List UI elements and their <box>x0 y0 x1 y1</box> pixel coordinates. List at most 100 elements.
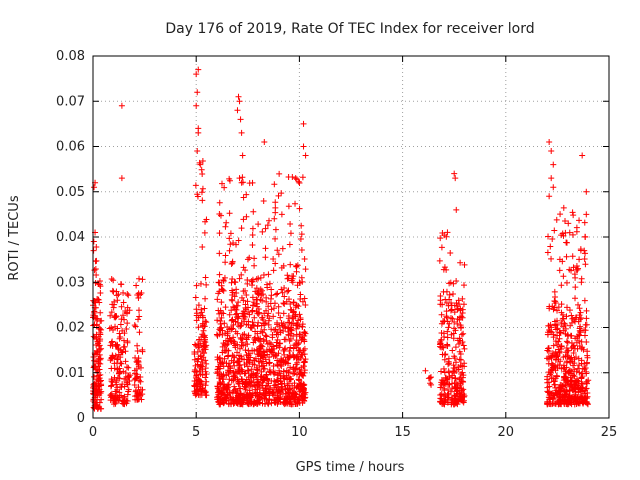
data-point <box>284 272 291 279</box>
data-point <box>262 254 269 261</box>
data-point <box>576 217 583 224</box>
data-point <box>441 318 448 325</box>
data-point <box>131 322 138 329</box>
data-point <box>257 274 264 281</box>
data-point <box>554 325 561 332</box>
data-point <box>276 170 283 177</box>
data-point <box>199 363 206 370</box>
data-point <box>446 320 453 327</box>
data-point <box>294 282 301 289</box>
x-tick-label: 5 <box>192 425 200 440</box>
data-point <box>298 222 305 229</box>
data-point <box>92 402 99 409</box>
data-point <box>229 297 236 304</box>
data-point <box>459 295 466 302</box>
data-point <box>233 399 240 406</box>
data-point <box>578 384 585 391</box>
data-point <box>565 333 572 340</box>
data-point <box>251 390 258 397</box>
data-point <box>198 189 205 196</box>
data-point <box>228 357 235 364</box>
data-point <box>218 389 225 396</box>
data-point <box>272 260 279 267</box>
data-point <box>560 232 567 239</box>
data-point <box>286 348 293 355</box>
data-point <box>214 332 221 339</box>
data-point <box>261 138 268 145</box>
data-point <box>445 368 452 375</box>
data-point <box>577 327 584 334</box>
data-point <box>223 387 230 394</box>
data-point <box>557 211 564 218</box>
data-point <box>197 161 204 168</box>
data-point <box>560 362 567 369</box>
data-point <box>120 337 127 344</box>
data-point <box>302 152 309 159</box>
data-point <box>249 294 256 301</box>
data-point <box>453 368 460 375</box>
data-point <box>271 300 278 307</box>
data-point <box>440 365 447 372</box>
y-tick-label: 0.02 <box>56 321 85 336</box>
data-point <box>263 347 270 354</box>
data-point <box>577 246 584 253</box>
data-point <box>251 357 258 364</box>
data-point <box>548 360 555 367</box>
data-point <box>275 303 282 310</box>
data-point <box>243 397 250 404</box>
data-point <box>274 321 281 328</box>
data-point <box>582 394 589 401</box>
data-point <box>262 245 269 252</box>
data-point <box>245 322 252 329</box>
data-point <box>558 343 565 350</box>
data-point <box>249 231 256 238</box>
data-point <box>250 379 257 386</box>
data-point <box>193 381 200 388</box>
data-point <box>578 338 585 345</box>
data-point <box>280 310 287 317</box>
data-point <box>301 390 308 397</box>
data-point <box>546 383 553 390</box>
data-point <box>114 297 121 304</box>
data-point <box>458 313 465 320</box>
data-point <box>196 344 203 351</box>
data-point <box>563 344 570 351</box>
data-point <box>296 347 303 354</box>
data-point <box>280 300 287 307</box>
data-point <box>549 235 556 242</box>
data-point <box>254 330 261 337</box>
data-point <box>225 369 232 376</box>
data-point <box>545 233 552 240</box>
data-point <box>215 398 222 405</box>
x-tick-label: 10 <box>291 425 308 440</box>
data-point <box>270 267 277 274</box>
data-point <box>240 315 247 322</box>
data-point <box>455 397 462 404</box>
data-point <box>230 303 237 310</box>
data-point <box>450 290 457 297</box>
data-point <box>460 386 467 393</box>
data-point <box>301 256 308 263</box>
data-point <box>554 307 561 314</box>
data-point <box>576 256 583 263</box>
data-point <box>581 247 588 254</box>
data-point <box>216 271 223 278</box>
data-point <box>445 399 452 406</box>
data-point <box>558 320 565 327</box>
data-point <box>573 398 580 405</box>
data-point <box>285 380 292 387</box>
data-point <box>563 279 570 286</box>
data-point <box>301 329 308 336</box>
data-point <box>444 394 451 401</box>
data-point <box>107 312 114 319</box>
data-point <box>457 393 464 400</box>
data-point <box>219 286 226 293</box>
data-point <box>260 362 267 369</box>
data-point <box>443 288 450 295</box>
data-point <box>244 341 251 348</box>
data-point <box>281 351 288 358</box>
data-point <box>226 210 233 217</box>
data-point <box>546 305 553 312</box>
data-point <box>570 362 577 369</box>
data-point <box>284 288 291 295</box>
